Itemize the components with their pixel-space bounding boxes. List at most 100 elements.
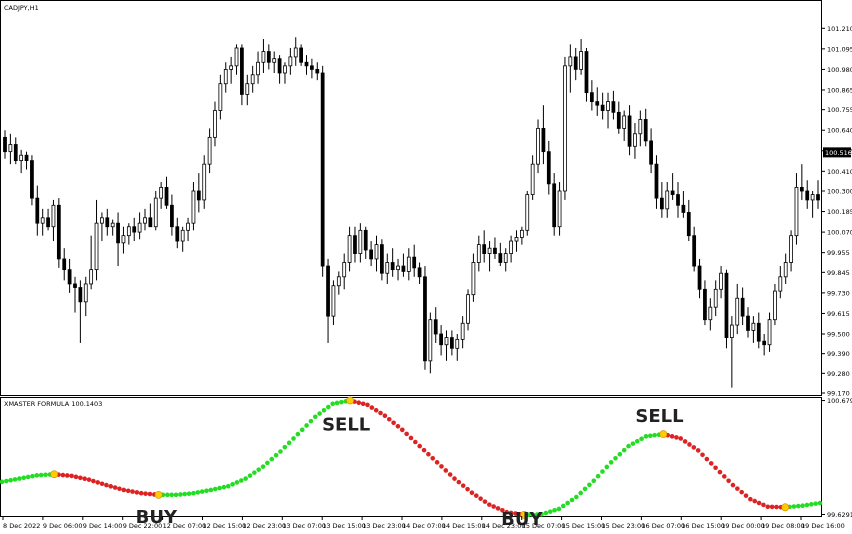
indicator-dot-down	[478, 496, 483, 501]
candle	[30, 155, 34, 206]
indicator-dot-up	[286, 440, 292, 446]
candle-body-down	[299, 47, 304, 63]
indicator-tick-label: 99.6291	[827, 511, 852, 519]
candle-body-up	[229, 65, 234, 70]
time-axis: 8 Dec 2022 9 Dec 06:00 9 Dec 14:00 9 Dec 22…	[2, 516, 845, 530]
candle	[256, 51, 260, 84]
price-tick-label: 99.500	[827, 331, 850, 339]
time-tick-label: 12 Dec 07:00	[163, 522, 207, 530]
buy-label: BUY	[136, 507, 178, 528]
candle	[568, 44, 573, 93]
candle	[417, 262, 422, 284]
indicator-dot-down	[769, 504, 775, 510]
candle	[530, 155, 535, 200]
indicator-dot-down	[743, 493, 749, 498]
indicator-dot-down	[121, 487, 127, 493]
candle-body-up	[385, 262, 390, 274]
candle-body-down	[78, 287, 83, 303]
candle	[207, 128, 212, 174]
candle	[643, 108, 648, 147]
indicator-dot-down	[674, 435, 679, 440]
candle-body-up	[751, 322, 756, 331]
candle	[110, 219, 115, 236]
candle	[67, 258, 72, 293]
time-tick-label: 19 Dec 08:00	[761, 522, 805, 530]
price-tick-label: 99.955	[827, 249, 850, 257]
indicator-dot-up	[608, 460, 614, 465]
indicator-dot-up	[178, 492, 183, 497]
indicator-dot-down	[408, 435, 414, 441]
indicator-dot-down	[373, 407, 379, 413]
candle	[746, 307, 750, 338]
price-tick-label: 99.845	[827, 269, 850, 277]
candle-body-up	[358, 229, 363, 254]
candle	[708, 298, 713, 331]
candle	[579, 39, 583, 75]
time-tick-label: 15 Dec 23:00	[602, 522, 646, 530]
indicator-dot-down	[69, 473, 74, 479]
candle-body-down	[164, 187, 169, 206]
candle-body-down	[670, 190, 675, 195]
candle	[552, 173, 557, 236]
price-tick-label: 100.640	[827, 127, 852, 135]
indicator-dot-up	[252, 470, 257, 475]
candle-body-up	[530, 163, 535, 195]
candle-body-up	[773, 290, 777, 321]
candle	[100, 212, 104, 242]
candle	[509, 235, 513, 263]
candle-body-down	[30, 160, 34, 199]
candle	[164, 176, 169, 209]
candle	[261, 39, 266, 73]
candle	[320, 65, 325, 277]
candle	[159, 182, 164, 209]
indicator-dot-up	[539, 512, 544, 517]
candle-body-down	[762, 340, 767, 346]
indicator-dot-down	[713, 465, 718, 471]
candle-body-up	[783, 262, 788, 278]
candle	[482, 230, 487, 263]
candle-body-up	[8, 144, 13, 153]
candle-body-up	[471, 262, 476, 296]
candle-body-up	[466, 294, 470, 324]
candle-body-down	[697, 265, 702, 290]
candle	[331, 280, 336, 326]
price-axis: 101.210 101.095 100.980 100.865 100.755 100.6…	[821, 25, 852, 398]
indicator-dot-down	[382, 413, 388, 419]
candle	[288, 47, 293, 75]
indicator-dot-up	[38, 472, 44, 478]
candle	[234, 44, 239, 75]
candle-body-up	[735, 297, 740, 326]
candle-body-up	[159, 187, 164, 199]
candle-body-up	[202, 163, 207, 201]
candle	[3, 130, 7, 159]
indicator-dot-down	[143, 491, 148, 496]
candle-body-down	[573, 56, 578, 70]
time-tick-label: 15 Dec 07:00	[522, 522, 566, 530]
time-tick-label: 14 Dec 07:00	[402, 522, 446, 530]
candle-body-down	[24, 154, 29, 161]
candle	[557, 182, 562, 236]
candle-body-down	[654, 163, 659, 199]
indicator-dot-up	[321, 407, 327, 413]
indicator-dot-up	[247, 473, 253, 478]
candle	[126, 223, 131, 245]
price-tick-label: 100.185	[827, 208, 852, 216]
candle	[713, 280, 718, 317]
time-tick-label: 19 Dec 00:00	[721, 522, 765, 530]
candle-body-up	[778, 276, 783, 292]
candle-body-up	[525, 194, 530, 231]
signal-marker	[781, 503, 790, 512]
candle	[589, 80, 594, 111]
time-tick-label: 12 Dec 23:00	[242, 522, 286, 530]
candle-body-down	[493, 247, 497, 254]
main-chart-title: CADJPY,H1	[4, 4, 39, 12]
time-tick-label: 16 Dec 15:00	[681, 522, 725, 530]
candle-body-up	[51, 204, 56, 228]
price-tick-label: 100.300	[827, 187, 852, 195]
candle-body-up	[810, 194, 815, 201]
indicator-dot-up	[634, 438, 640, 444]
candle-body-down	[13, 144, 18, 161]
candle-body-down	[46, 217, 50, 228]
candle	[724, 269, 729, 349]
